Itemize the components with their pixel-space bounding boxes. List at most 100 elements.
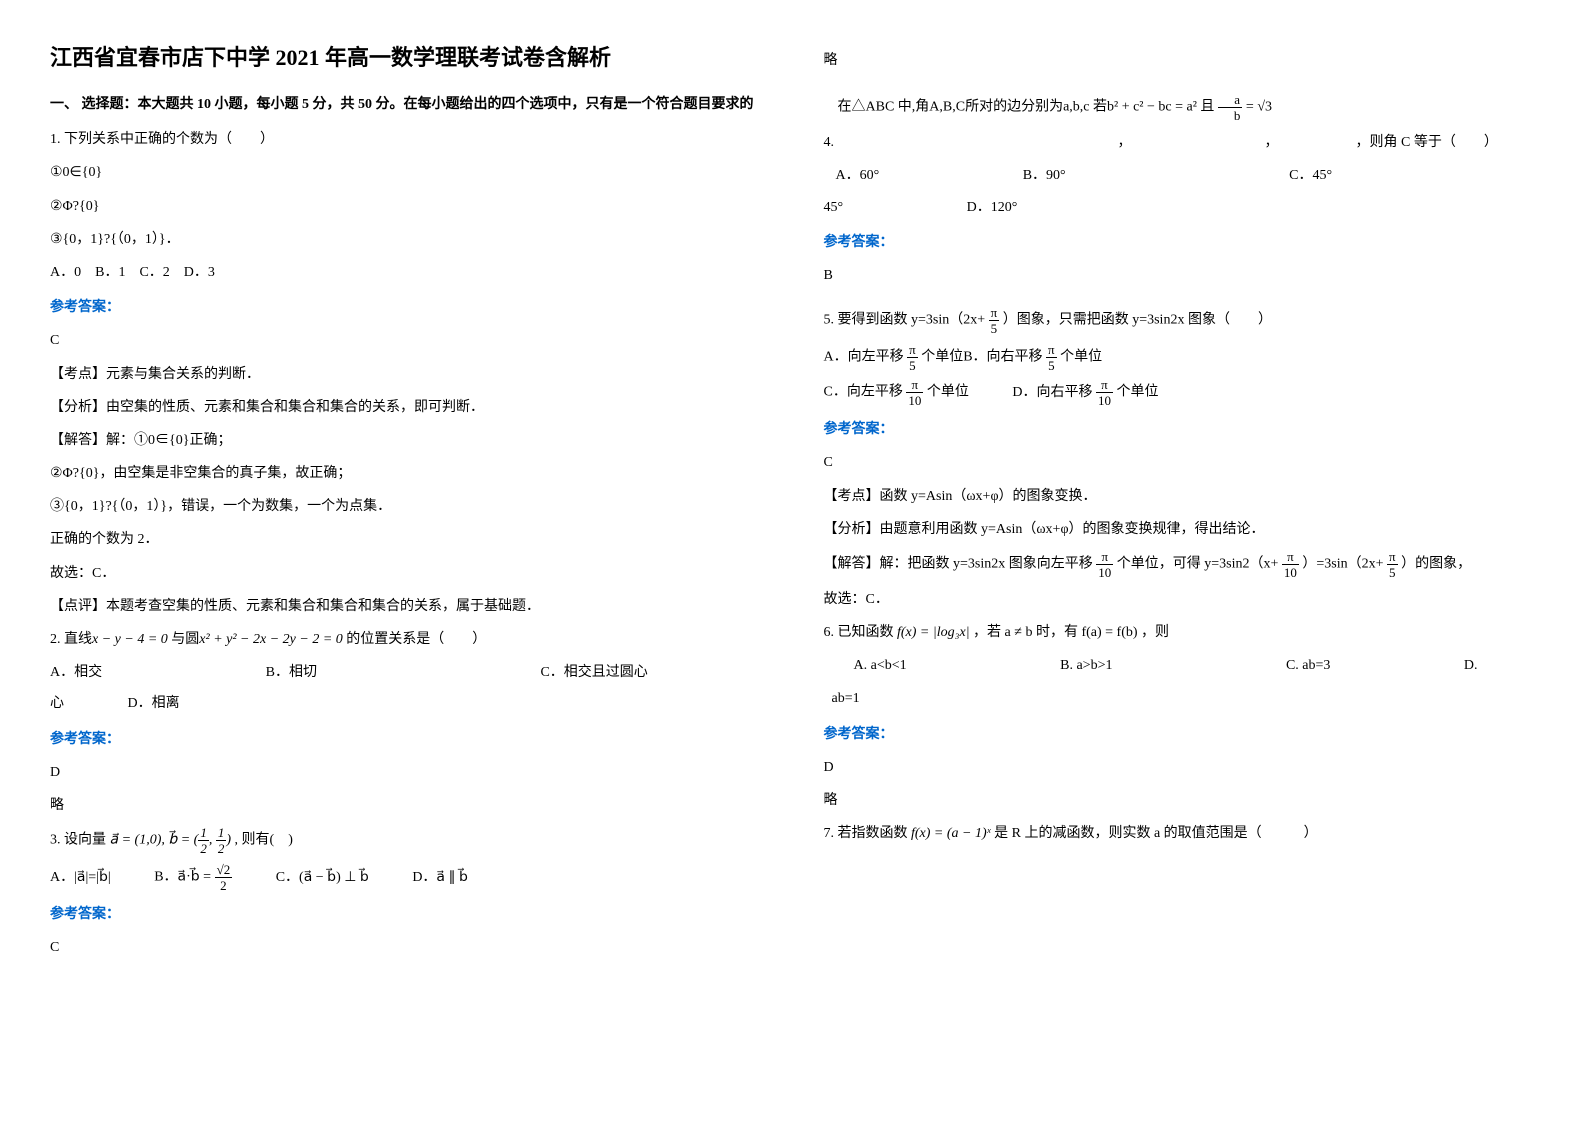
q5-optA-frac: π5: [907, 343, 918, 372]
q2-optC: C．相交且过圆心: [540, 660, 647, 685]
q5-optD-b: 个单位: [1113, 385, 1159, 400]
q6-ans-label: 参考答案：: [824, 722, 1538, 747]
q5-pt3-f3t: π: [1387, 550, 1398, 565]
q5-pt3-c: ）=3sin（2x+: [1299, 557, 1387, 572]
q6-optA: A. a<b<1: [854, 653, 907, 678]
q5-optB-frac: π5: [1046, 343, 1057, 372]
q5-pt3-b: 个单位，可得 y=3sin2（x+: [1113, 557, 1282, 572]
q1-pt2: 【分析】由空集的性质、元素和集合和集合和集合的关系，即可判断．: [50, 395, 764, 420]
q3-optC: C．(a⃗ − b⃗) ⊥ b⃗: [276, 865, 369, 890]
q4-ans: B: [824, 263, 1538, 288]
q7-stem-b: 是 R 上的减函数，则实数 a 的取值范围是（ ）: [991, 826, 1318, 841]
q3-ans: C: [50, 935, 764, 960]
q4-optB: B．90°: [1023, 163, 1066, 188]
q2-stem-c: 的位置关系是（ ）: [343, 632, 487, 647]
q1-pt4: ②Φ?{0}，由空集是非空集合的真子集，故正确；: [50, 461, 764, 486]
q2-xin: 心: [50, 696, 64, 711]
q6-ans: D: [824, 755, 1538, 780]
q4-ans-label: 参考答案：: [824, 230, 1538, 255]
q5-pi5: π5: [989, 306, 1000, 335]
q2-optA: A．相交: [50, 660, 102, 685]
q1-pt6: 正确的个数为 2．: [50, 527, 764, 552]
q5-optA-pi: π: [907, 343, 918, 358]
q5-pt3-f1t: π: [1096, 550, 1113, 565]
q5-optB-pi: π: [1046, 343, 1057, 358]
q5-optC-a: C．向左平移: [824, 385, 907, 400]
q3-stem-a: 3. 设向量: [50, 833, 110, 848]
q2-optB: B．相切: [266, 660, 317, 685]
q3-opts: A．|a⃗|=|b⃗| B．a⃗·b⃗ = √22 C．(a⃗ − b⃗) ⊥ …: [50, 863, 764, 892]
q5-optD-frac: π10: [1096, 378, 1113, 407]
q5-opts-row1: A．向左平移 π5 个单位B．向右平移 π5 个单位: [824, 343, 1538, 372]
q3-note: 略: [824, 48, 1538, 73]
q5-pi5-b: 5: [989, 321, 1000, 335]
q5-optD-10: 10: [1096, 393, 1113, 407]
q4-stem-line2: 4. ， ， ，则角 C 等于（ ）: [824, 130, 1538, 155]
q2-ans: D: [50, 760, 764, 785]
q2-stem: 2. 直线x − y − 4 = 0 与圆x² + y² − 2x − 2y −…: [50, 627, 764, 652]
q1-stem: 1. 下列关系中正确的个数为（ ）: [50, 127, 764, 152]
q5-pt3-f2b: 10: [1282, 565, 1299, 579]
q5-optA-b: 个单位: [918, 350, 964, 365]
q4-frac-top: a: [1218, 93, 1243, 108]
q7-stem: 7. 若指数函数 f(x) = (a − 1)ˣ 是 R 上的减函数，则实数 a…: [824, 821, 1538, 846]
q5-pt3-f1: π10: [1096, 550, 1113, 579]
q4-optA: A．60°: [836, 163, 880, 188]
q3-vec: a⃗ = (1,0), b⃗ = (12, 12): [110, 826, 232, 855]
q4-optC: C．45°: [1289, 163, 1332, 188]
q5-stem: 5. 要得到函数 y=3sin（2x+ π5 ）图象，只需把函数 y=3sin2…: [824, 306, 1538, 335]
q1-pt1: 【考点】元素与集合关系的判断．: [50, 362, 764, 387]
q1-line2: ②Φ?{0}: [50, 194, 764, 219]
q6-stem: 6. 已知函数 f(x) = |log₃x| ，若 a ≠ b 时，有 f(a)…: [824, 620, 1538, 645]
q4-stem-line1: 在△ABC 中,角A,B,C所对的边分别为a,b,c 若b² + c² − bc…: [824, 93, 1538, 122]
q5-optB-b: 个单位: [1057, 350, 1103, 365]
q3-stem: 3. 设向量 a⃗ = (1,0), b⃗ = (12, 12) , 则有( ): [50, 826, 764, 855]
q5-ans-label: 参考答案：: [824, 417, 1538, 442]
q5-pt4: 故选：C．: [824, 587, 1538, 612]
q5-pi5-t: π: [989, 306, 1000, 321]
q1-pt3: 【解答】解：①0∈{0}正确；: [50, 428, 764, 453]
q2-opts-row2: 心 D．相离: [50, 691, 764, 716]
q5-optB-a: B．向右平移: [963, 350, 1046, 365]
q4-opts-row2: 45° D．120°: [824, 195, 1538, 220]
q2-ans-label: 参考答案：: [50, 727, 764, 752]
q5-optC-frac: π10: [906, 378, 923, 407]
q4-frac-bot: b: [1218, 108, 1243, 122]
q5-pt1: 【考点】函数 y=Asin（ωx+φ）的图象变换．: [824, 484, 1538, 509]
q6-note: 略: [824, 788, 1538, 813]
q5-pt3-f3b: 5: [1387, 565, 1398, 579]
q5-pt3-a: 【解答】解：把函数 y=3sin2x 图象向左平移: [824, 557, 1097, 572]
q5-pt3-f2: π10: [1282, 550, 1299, 579]
q5-ans: C: [824, 450, 1538, 475]
q5-optC-b: 个单位: [923, 385, 969, 400]
q4-stem-b: = √3: [1246, 100, 1272, 115]
q5-optB-5: 5: [1046, 358, 1057, 372]
q5-pt3-f3: π5: [1387, 550, 1398, 579]
q5-optA-5: 5: [907, 358, 918, 372]
q5-pt3-f1b: 10: [1096, 565, 1113, 579]
q5-optD-a: D．向右平移: [1012, 385, 1096, 400]
q5-stem-b: ）图象，只需把函数 y=3sin2x 图象（ ）: [999, 313, 1272, 328]
q1-line3: ③{0，1}?{（0，1）}．: [50, 227, 764, 252]
q4-stem-a: 在△ABC 中,角A,B,C所对的边分别为a,b,c 若b² + c² − bc…: [838, 100, 1218, 115]
q2-optD: D．相离: [128, 691, 180, 716]
q3-optA: A．|a⃗|=|b⃗|: [50, 865, 111, 890]
q5-optD-pi: π: [1096, 378, 1113, 393]
q6-stem-b: ，若 a ≠ b 时，有 f(a) = f(b) ，则: [970, 625, 1169, 640]
q1-ans: C: [50, 328, 764, 353]
q4-opts-row1: A．60° B．90° C．45°: [824, 163, 1538, 188]
q5-stem-a: 5. 要得到函数 y=3sin（2x+: [824, 313, 989, 328]
q1-line1: ①0∈{0}: [50, 160, 764, 185]
q5-pt3-f2t: π: [1282, 550, 1299, 565]
q6-optD-pre: D.: [1464, 653, 1478, 678]
q2-note: 略: [50, 793, 764, 818]
q1-ans-label: 参考答案：: [50, 295, 764, 320]
q7-fx: f(x) = (a − 1)ˣ: [911, 826, 991, 841]
q5-optC-pi: π: [906, 378, 923, 393]
q6-fx: f(x) = |log₃x|: [897, 625, 970, 640]
q1-pt8: 【点评】本题考查空集的性质、元素和集合和集合和集合的关系，属于基础题．: [50, 594, 764, 619]
q5-opts-row2: C．向左平移 π10 个单位 D．向右平移 π10 个单位: [824, 378, 1538, 407]
q2-stem-b: 与圆: [168, 632, 200, 647]
q2-stem-a: 2. 直线: [50, 632, 92, 647]
q4-optD: D．120°: [967, 195, 1018, 220]
